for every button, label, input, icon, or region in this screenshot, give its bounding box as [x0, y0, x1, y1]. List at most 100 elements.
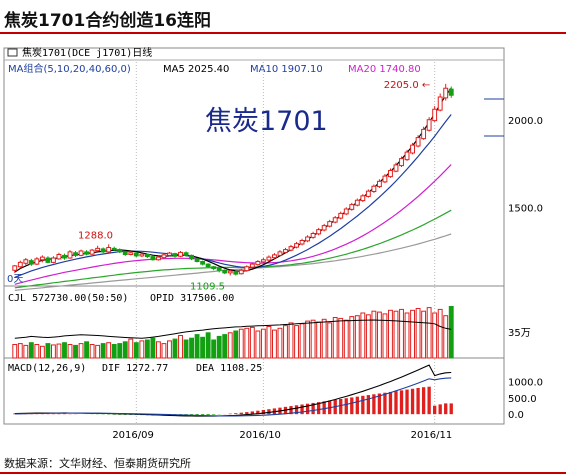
candle-body	[222, 269, 228, 274]
candle-body	[144, 254, 150, 258]
ma-line-ma20	[14, 164, 452, 285]
candle-body	[244, 266, 250, 272]
candle-body	[111, 247, 117, 251]
candle-body	[28, 260, 34, 265]
ma-legend-ma10: MA10 1907.10	[250, 64, 323, 75]
candle-body	[294, 243, 299, 248]
volume-bar	[294, 325, 299, 359]
volume-bar	[95, 344, 101, 359]
volume-bar	[155, 341, 161, 359]
volume-bar	[354, 315, 360, 359]
candle-body	[371, 185, 377, 192]
ma-line-ma10	[14, 114, 452, 278]
candle-body	[332, 217, 338, 223]
candle-body	[23, 259, 29, 264]
window-icon	[7, 48, 18, 57]
candle-body	[205, 263, 211, 268]
volume-bar	[28, 342, 34, 359]
volume-bar	[106, 342, 112, 359]
candle-body	[233, 271, 239, 275]
ma-legend-ma20: MA20 1740.80	[348, 64, 421, 75]
candle-body	[404, 151, 410, 161]
candle-body	[415, 137, 421, 147]
candle-body	[95, 247, 101, 252]
candle-body	[321, 225, 327, 231]
candle-body	[327, 221, 333, 227]
volume-bar	[305, 320, 311, 359]
volume-bar	[172, 338, 178, 359]
candle-body	[194, 258, 200, 262]
candle-body	[227, 270, 233, 274]
volume-bar	[299, 323, 305, 359]
candle-body	[211, 266, 217, 269]
candle-body	[393, 164, 399, 172]
volume-bar	[321, 318, 327, 359]
opid-label: OPID 317506.00	[150, 293, 234, 304]
candle-body	[12, 265, 18, 271]
candle-body	[189, 254, 194, 260]
volume-bar	[178, 335, 183, 359]
dif-label: DIF 1272.77	[102, 363, 168, 374]
candle-body	[448, 88, 454, 96]
volume-bar	[200, 336, 206, 359]
candle-body	[338, 212, 344, 219]
x-tick-label: 2016/09	[112, 430, 154, 441]
volume-bar	[39, 345, 45, 359]
ma-line-ma60	[14, 233, 452, 291]
candle-body	[56, 254, 62, 260]
ma-group-label: MA组合(5,10,20,40,60,0)	[8, 62, 131, 75]
candle-body	[17, 261, 23, 268]
candle-body	[133, 252, 139, 257]
volume-bar	[371, 310, 377, 359]
dea-label: DEA 1108.25	[196, 363, 262, 374]
volume-bar	[222, 334, 228, 359]
candle-body	[67, 251, 73, 259]
candle-body	[100, 248, 106, 253]
volume-bar	[51, 344, 56, 359]
volume-bar	[62, 342, 67, 359]
candle-body	[437, 96, 443, 111]
volume-bar	[283, 325, 288, 359]
price-tick-label: 2000.0	[508, 116, 543, 127]
volume-bar	[150, 337, 156, 359]
volume-bar	[393, 310, 399, 359]
volume-bar	[133, 342, 139, 359]
volume-bar	[111, 344, 117, 359]
macd-label: MACD(12,26,9)	[8, 363, 86, 374]
chart-overlay-title: 焦炭1701	[205, 106, 328, 137]
candle-body	[376, 180, 382, 188]
candle-body	[432, 108, 438, 122]
data-source-note: 数据来源：文华财经、恒泰期货研究所	[4, 457, 191, 470]
volume-bar	[56, 343, 62, 359]
candle-body	[62, 254, 67, 259]
page-title: 焦炭1701合约创造16连阳	[4, 11, 211, 31]
volume-bar	[73, 344, 78, 359]
candle-body	[316, 229, 322, 235]
candle-body	[73, 252, 78, 256]
volume-bar	[216, 335, 222, 359]
volume-bar	[410, 309, 415, 359]
volume-bar	[388, 309, 393, 359]
volume-bar	[244, 327, 250, 359]
candle-body	[255, 261, 261, 266]
candle-body	[343, 208, 349, 215]
candle-body	[360, 195, 366, 202]
volume-bar	[288, 322, 294, 359]
ma-line-ma40	[14, 209, 452, 289]
volume-bar	[194, 334, 200, 359]
volume-bar	[255, 330, 261, 359]
opid-line	[14, 319, 452, 339]
volume-bar	[189, 337, 194, 359]
candle-body	[382, 175, 388, 183]
price-tick-label: 1500.0	[508, 203, 543, 214]
volume-bar	[100, 343, 106, 359]
candle-body	[122, 251, 128, 255]
candle-body	[305, 236, 311, 242]
volume-bar	[144, 339, 150, 359]
volume-bar	[426, 307, 432, 359]
candle-body	[155, 256, 161, 261]
candle-body	[399, 158, 404, 167]
candle-body	[260, 259, 266, 263]
volume-bar	[443, 315, 449, 359]
x-tick-label: 2016/11	[411, 430, 453, 441]
